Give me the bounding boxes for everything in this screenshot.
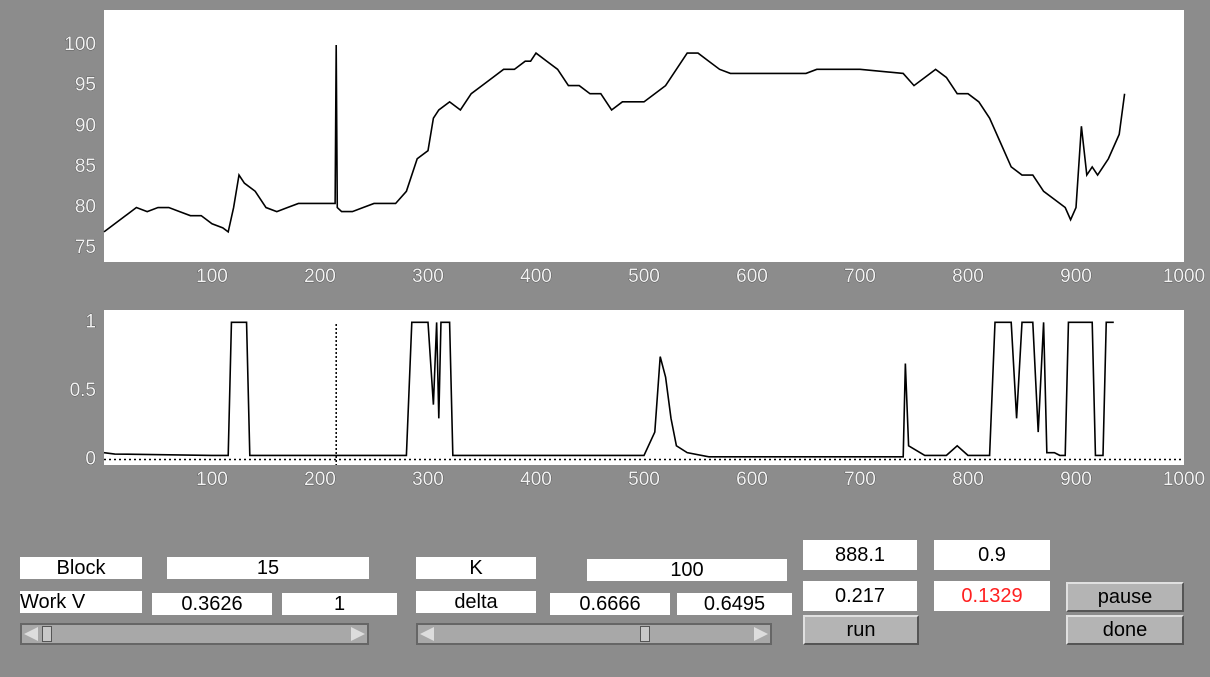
x-tick-label: 800 [952,469,984,490]
value-field[interactable]: 0.6495 [677,593,792,615]
x-tick-label: 600 [736,266,768,287]
slider[interactable] [20,623,369,645]
y-tick-label: 1 [85,311,96,332]
x-tick-label: 400 [520,266,552,287]
pause-button[interactable]: pause [1066,582,1184,612]
plot-area [104,310,1184,465]
x-tick-label: 200 [304,469,336,490]
x-tick-label: 400 [520,469,552,490]
slider-arrow[interactable] [351,627,365,641]
x-tick-label: 700 [844,469,876,490]
slider-arrow[interactable] [24,627,38,641]
label: K [416,557,536,579]
x-tick-label: 1000 [1163,469,1205,490]
x-tick-label: 1000 [1163,266,1205,287]
data-line [103,44,1126,234]
slider-arrow[interactable] [420,627,434,641]
y-tick-label: 85 [75,156,96,177]
slider-arrow[interactable] [754,627,768,641]
label: delta [416,591,536,613]
x-tick-label: 900 [1060,469,1092,490]
plots: 75 80 85 90 95 100 100 200 300 400 500 600 700 800 900… [64,10,1205,490]
slider[interactable] [416,623,772,645]
x-tick-label: 100 [196,266,228,287]
y-tick-label: 100 [64,34,96,55]
slider-thumb[interactable] [640,626,650,642]
x-tick-label: 200 [304,266,336,287]
label: Work V [20,591,142,613]
done-button[interactable]: done [1066,615,1184,645]
x-tick-label: 600 [736,469,768,490]
slider-thumb[interactable] [42,626,52,642]
y-tick-label: 95 [75,75,96,96]
y-tick-label: 0 [85,449,96,470]
x-tick-label: 100 [196,469,228,490]
x-tick-label: 300 [412,266,444,287]
y-tick-label: 90 [75,115,96,136]
readout: 888.1 [803,540,917,570]
value-field[interactable]: 1 [282,593,397,615]
run-button[interactable]: run [803,615,919,645]
data-line [103,321,1114,458]
x-tick-label: 500 [628,266,660,287]
y-tick-label: 80 [75,197,96,218]
readout: 0.9 [934,540,1050,570]
value-field[interactable]: 100 [587,559,787,581]
readout: 0.217 [803,581,917,611]
x-tick-label: 900 [1060,266,1092,287]
x-tick-label: 700 [844,266,876,287]
x-tick-label: 800 [952,266,984,287]
x-tick-label: 300 [412,469,444,490]
y-tick-label: 0.5 [70,380,96,401]
readout: 0.1329 [934,581,1050,611]
label: Block [20,557,142,579]
y-tick-label: 75 [75,237,96,258]
value-field[interactable]: 0.6666 [550,593,670,615]
x-tick-label: 500 [628,469,660,490]
plot-area [104,10,1184,262]
value-field[interactable]: 15 [167,557,369,579]
value-field[interactable]: 0.3626 [152,593,272,615]
